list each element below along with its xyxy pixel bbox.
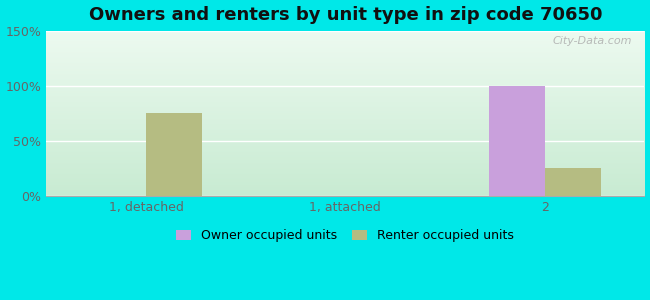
Title: Owners and renters by unit type in zip code 70650: Owners and renters by unit type in zip c…: [88, 6, 602, 24]
Bar: [489, 86, 545, 196]
Text: City-Data.com: City-Data.com: [553, 36, 632, 46]
Bar: [146, 113, 202, 196]
Legend: Owner occupied units, Renter occupied units: Owner occupied units, Renter occupied un…: [172, 224, 519, 248]
Bar: [545, 168, 601, 196]
